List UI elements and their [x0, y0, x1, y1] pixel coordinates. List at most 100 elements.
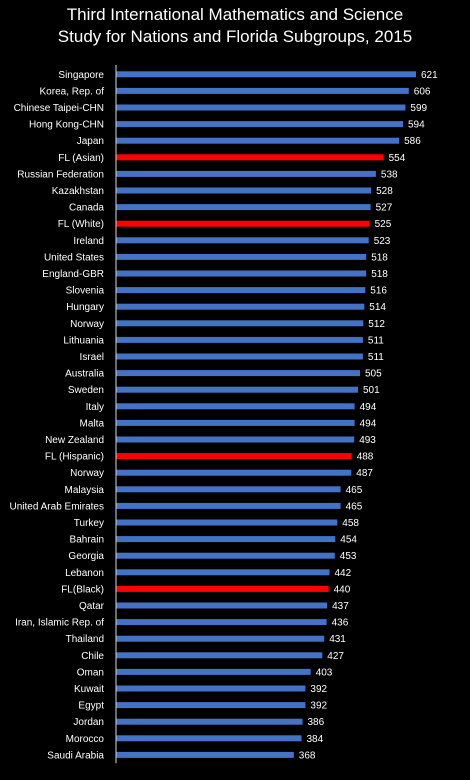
bar [116, 336, 363, 343]
bar [116, 370, 360, 377]
bar [116, 419, 355, 426]
value-label: 427 [327, 651, 344, 662]
value-label: 518 [371, 269, 388, 280]
category-label: Norway [70, 319, 104, 330]
value-label: 368 [299, 750, 316, 761]
category-label: Thailand [66, 634, 104, 645]
category-label: England-GBR [42, 269, 104, 280]
category-label: Oman [77, 667, 104, 678]
value-label: 488 [357, 452, 374, 463]
category-label: Georgia [68, 551, 104, 562]
bar [116, 170, 376, 177]
bar [116, 685, 306, 692]
value-label: 465 [346, 501, 363, 512]
bar [116, 453, 352, 460]
category-label: Slovenia [66, 286, 105, 297]
bar [116, 121, 403, 128]
category-label: Italy [86, 402, 104, 413]
bar [116, 303, 365, 310]
bar [116, 320, 364, 327]
value-label: 442 [335, 568, 352, 579]
value-label: 454 [340, 535, 357, 546]
bar [116, 187, 372, 194]
category-label: Hungary [66, 302, 104, 313]
bar [116, 270, 367, 277]
category-label: Israel [80, 352, 104, 363]
category-label: Morocco [66, 734, 105, 745]
category-label: Lithuania [63, 335, 104, 346]
value-label: 403 [316, 667, 333, 678]
bar [116, 502, 341, 509]
category-label: Sweden [68, 385, 104, 396]
chart-title-line-1: Third International Mathematics and Scie… [66, 5, 404, 24]
value-label: 505 [365, 369, 382, 380]
category-label: Lebanon [65, 568, 104, 579]
value-label: 525 [375, 219, 392, 230]
value-label: 465 [346, 485, 363, 496]
category-label: FL(Black) [61, 584, 104, 595]
value-label: 594 [408, 120, 425, 131]
category-label: Chinese Taipei-CHN [14, 103, 104, 114]
bar [116, 469, 352, 476]
bar [116, 436, 355, 443]
bar [116, 220, 370, 227]
value-label: 512 [368, 319, 385, 330]
value-label: 599 [410, 103, 427, 114]
bar [116, 71, 416, 78]
bar [116, 104, 406, 111]
bar [116, 519, 338, 526]
value-label: 493 [359, 435, 376, 446]
bar [116, 652, 323, 659]
category-label: Korea, Rep. of [40, 86, 105, 97]
bar [116, 154, 384, 161]
value-label: 453 [340, 551, 357, 562]
value-label: 436 [332, 618, 349, 629]
bar [116, 353, 363, 360]
category-label: FL (Hispanic) [45, 452, 104, 463]
bar [116, 751, 294, 758]
category-label: FL (Asian) [58, 153, 104, 164]
bar [116, 287, 366, 294]
value-label: 431 [329, 634, 346, 645]
value-label: 514 [369, 302, 386, 313]
chart-title-line-2: Study for Nations and Florida Subgroups,… [57, 27, 413, 46]
bars-group [116, 71, 416, 758]
value-label: 487 [356, 468, 373, 479]
bar [116, 403, 355, 410]
value-label: 494 [360, 418, 377, 429]
value-label: 386 [308, 717, 325, 728]
value-label: 511 [368, 352, 384, 363]
value-label: 621 [421, 70, 438, 81]
value-label: 554 [389, 153, 406, 164]
category-label: Saudi Arabia [47, 750, 104, 761]
bar [116, 635, 325, 642]
bar [116, 486, 341, 493]
bar [116, 87, 409, 94]
bar [116, 668, 311, 675]
value-label: 392 [310, 684, 327, 695]
value-labels: 621 606 599 594 586 554 538 528 527 525 523 518 518 5… [299, 70, 438, 762]
category-label: United States [44, 252, 104, 263]
value-label: 527 [376, 203, 393, 214]
value-label: 440 [334, 584, 351, 595]
value-label: 516 [370, 286, 387, 297]
chart-title: Third International Mathematics and Scie… [0, 4, 470, 48]
category-label: Norway [70, 468, 104, 479]
category-label: Chile [81, 651, 104, 662]
bar [116, 718, 303, 725]
value-label: 606 [414, 86, 431, 97]
category-label: Malaysia [65, 485, 105, 496]
category-label: Hong Kong-CHN [29, 120, 104, 131]
value-label: 437 [332, 601, 349, 612]
value-label: 538 [381, 169, 398, 180]
value-label: 384 [307, 734, 324, 745]
bar [116, 569, 330, 576]
bar [116, 237, 369, 244]
category-label: Qatar [79, 601, 105, 612]
category-label: Russian Federation [17, 169, 104, 180]
bar [116, 204, 371, 211]
bar [116, 386, 358, 393]
category-label: United Arab Emirates [10, 501, 105, 512]
value-label: 528 [376, 186, 393, 197]
